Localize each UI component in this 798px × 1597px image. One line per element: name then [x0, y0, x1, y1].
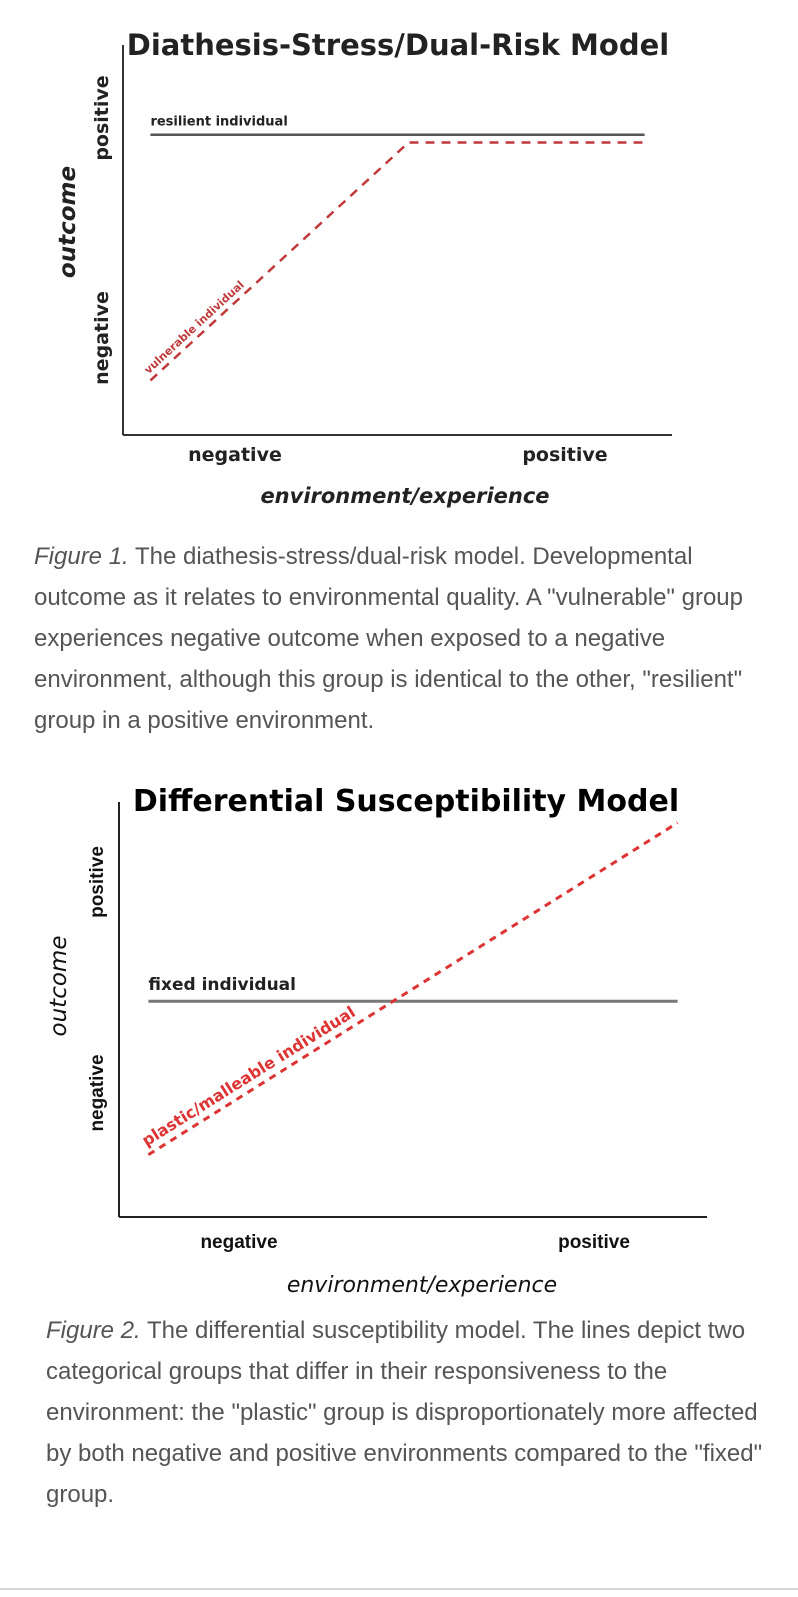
caption-label: Figure 2.: [46, 1317, 141, 1344]
figure-1-caption: Figure 1. The diathesis-stress/dual-risk…: [34, 536, 774, 741]
figure-2-chart: Differential Susceptibility Model fixed …: [46, 784, 707, 1298]
divider: [0, 1588, 798, 1590]
caption-text: The differential susceptibility model. T…: [46, 1317, 763, 1508]
y-tick-label-negative: negative: [91, 291, 113, 385]
x-tick-label-positive: positive: [558, 1232, 630, 1253]
y-tick-label-negative: negative: [87, 1054, 108, 1131]
series-label: plastic/malleable individual: [138, 1002, 358, 1150]
x-tick-label-negative: negative: [188, 444, 282, 466]
caption-text: The diathesis-stress/dual-risk model. De…: [34, 543, 743, 734]
figure-1-chart: Diathesis-Stress/Dual-Risk Model resilie…: [55, 28, 672, 508]
figure-2-caption: Figure 2. The differential susceptibilit…: [46, 1310, 776, 1515]
chart-title: Differential Susceptibility Model: [133, 784, 679, 819]
chart-title: Diathesis-Stress/Dual-Risk Model: [127, 28, 669, 62]
series-label: fixed individual: [148, 975, 296, 995]
x-tick-label-negative: negative: [200, 1232, 277, 1253]
y-axis-label: outcome: [55, 166, 81, 278]
series-line-plastic-malleable-individual: [147, 821, 679, 1157]
y-tick-label-positive: positive: [91, 75, 113, 160]
y-tick-label-positive: positive: [87, 846, 108, 918]
series-label: resilient individual: [150, 115, 287, 130]
x-tick-label-positive: positive: [522, 444, 607, 466]
series-line-vulnerable-individual: [149, 141, 645, 382]
x-axis-label: environment/experience: [260, 484, 549, 508]
y-axis-label: outcome: [46, 936, 72, 1037]
x-axis-label: environment/experience: [287, 1273, 557, 1298]
series-label: vulnerable individual: [142, 278, 247, 376]
caption-label: Figure 1.: [34, 543, 129, 570]
